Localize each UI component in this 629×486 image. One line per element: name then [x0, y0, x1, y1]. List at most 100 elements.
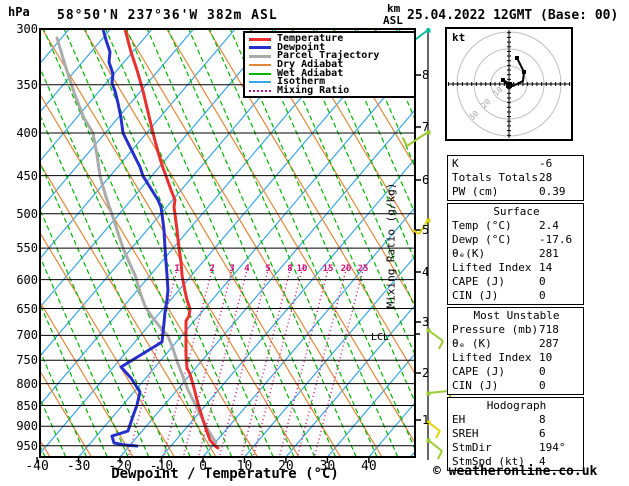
- dry-adiabat-line: [40, 231, 176, 457]
- stats-row: CIN (J) 0: [452, 289, 581, 303]
- stats-row-value: 28: [539, 171, 553, 184]
- stats-box: Most Unstable Pressure (mb) 718 θₑ (K) 287 Li…: [447, 307, 584, 395]
- legend: Temperature Dewpoint Parcel Trajectory Dry …: [243, 31, 416, 99]
- copyright: © weatheronline.co.uk: [433, 464, 598, 479]
- mixing-ratio-value-label: 4: [244, 264, 250, 274]
- legend-item: Wet Adiabat: [249, 68, 412, 78]
- stats-row: θₑ (K) 287: [452, 337, 581, 351]
- km-tick-label: 3: [422, 315, 430, 329]
- temperature-tick-label: -20: [108, 459, 132, 474]
- isotherm-line: [40, 29, 195, 211]
- wet-adiabat-line: [146, 29, 337, 457]
- pressure-tick-label: 800: [16, 376, 38, 391]
- dry-adiabat-line: [290, 29, 415, 237]
- stats-row: StmDir 194°: [452, 441, 581, 455]
- pressure-tick-label: 850: [16, 398, 38, 413]
- pressure-tick-label: 500: [16, 206, 38, 221]
- km-tick-label: 2: [422, 366, 430, 380]
- mixing-ratio-value-label: 20: [340, 264, 352, 274]
- stats-row-value: 194°: [539, 441, 566, 454]
- pressure-tick-label: 450: [16, 168, 38, 183]
- isotherm-line: [40, 29, 277, 309]
- mixing-ratio-line: [241, 263, 293, 456]
- stats-row-label: EH: [452, 413, 466, 426]
- legend-item: Isotherm: [249, 77, 412, 87]
- isotherm-line: [40, 29, 112, 114]
- isotherm-line: [119, 109, 415, 457]
- stats-row-value: 0.39: [539, 185, 566, 198]
- pressure-tick-label: 650: [16, 301, 38, 316]
- stats-row: SREH 6: [452, 427, 581, 441]
- stats-box: Hodograph EH 8 SREH 6 StmDir 194° StmSpd (kt) 4: [447, 397, 584, 471]
- km-tick-label: 1: [422, 413, 430, 427]
- stats-row-value: 4: [539, 455, 546, 468]
- stats-row-value: 718: [539, 323, 559, 336]
- mixing-ratio-line: [163, 263, 215, 456]
- isotherm-line: [40, 29, 402, 455]
- wet-adiabat-line: [229, 29, 415, 451]
- stats-row-value: 287: [539, 337, 559, 350]
- dry-adiabat-line: [40, 300, 134, 457]
- pressure-tick-label: 950: [16, 438, 38, 453]
- temperature-tick-label: -30: [66, 459, 91, 474]
- stats-row-label: Temp (°C): [452, 219, 512, 232]
- legend-line-sample: [249, 89, 271, 92]
- stats-row-label: K: [452, 157, 459, 170]
- wind-barb-dot: [426, 28, 431, 33]
- pressure-tick-label: 300: [16, 22, 38, 36]
- isotherm-line: [40, 29, 319, 357]
- stats-row-value: 0: [539, 275, 546, 288]
- stats-row-label: CIN (J): [452, 289, 499, 302]
- stats-row-label: StmSpd (kt): [452, 455, 525, 468]
- pressure-tick-label: 550: [16, 241, 38, 256]
- wet-adiabat-line: [42, 29, 233, 457]
- stats-row-value: 0: [539, 379, 546, 392]
- wind-barb: [402, 137, 408, 147]
- stats-row: Totals Totals 28: [452, 171, 581, 185]
- stats-row-value: 0: [539, 365, 546, 378]
- stats-row-label: Totals Totals: [452, 171, 539, 184]
- stats-row: Pressure (mb) 718: [452, 323, 581, 337]
- legend-item: Mixing Ratio: [249, 84, 412, 96]
- legend-line-sample: [249, 64, 271, 67]
- temperature-tick-label: 40: [361, 459, 377, 474]
- temperature-tick-label: 20: [278, 459, 294, 474]
- stats-row: θₑ(K) 281: [452, 247, 581, 261]
- stats-row: Dewp (°C) -17.6: [452, 233, 581, 247]
- legend-item-label: Dewpoint: [277, 41, 326, 53]
- isotherm-line: [244, 255, 415, 457]
- plot-frame: [39, 28, 416, 458]
- wet-adiabat-line: [40, 208, 150, 457]
- legend-item-label: Dry Adiabat: [277, 59, 344, 71]
- legend-line-sample: [249, 81, 271, 84]
- dry-adiabat-line: [124, 29, 383, 457]
- km-axis-unit: km: [387, 2, 401, 15]
- mixing-ratio-line: [128, 263, 180, 456]
- wet-adiabat-line: [250, 29, 415, 404]
- isotherm-line: [40, 29, 153, 162]
- stats-panel: K -6 Totals Totals 28 PW (cm) 0.39 Surface Temp…: [447, 155, 584, 473]
- pressure-axis-unit: hPa: [8, 5, 30, 19]
- stats-row-value: 281: [539, 247, 559, 260]
- stats-row-label: CIN (J): [452, 379, 499, 392]
- wind-barb: [427, 390, 450, 394]
- mixing-ratio-line: [279, 263, 331, 456]
- stats-row-label: Dewp (°C): [452, 233, 512, 246]
- stats-row: PW (cm) 0.39: [452, 185, 581, 199]
- isotherm-line: [326, 353, 415, 457]
- temperature-tick-label: 30: [319, 459, 336, 474]
- hodograph-trace-marker: [501, 78, 505, 82]
- legend-item-label: Mixing Ratio: [277, 84, 350, 96]
- mixing-ratio-value-label: 25: [357, 264, 369, 274]
- km-tick-label: 8: [422, 68, 430, 82]
- pressure-tick-label: 350: [16, 77, 38, 92]
- km-tick-label: 6: [422, 173, 430, 187]
- wet-adiabat-line: [40, 66, 212, 457]
- dry-adiabat-line: [40, 370, 93, 457]
- km-tick-label: 7: [422, 120, 430, 134]
- legend-item: Parcel Trajectory: [249, 51, 412, 61]
- parcel-trajectory-curve: [55, 36, 218, 445]
- stats-row-label: Lifted Index: [452, 351, 532, 364]
- dewpoint-curve: [101, 29, 170, 448]
- isotherm-line: [40, 29, 236, 260]
